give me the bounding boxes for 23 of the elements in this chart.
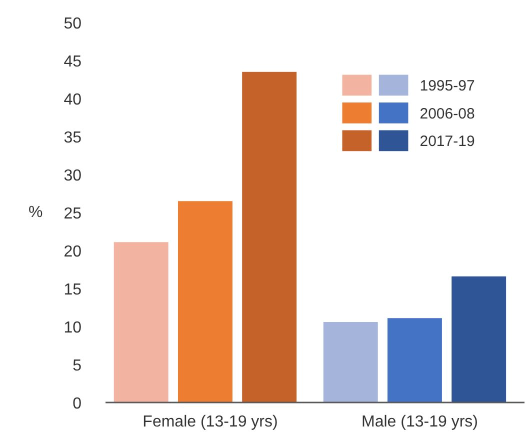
bar (323, 322, 378, 402)
bar (114, 242, 168, 402)
legend-label: 2017-19 (420, 133, 475, 150)
x-tick-label: Male (13-19 yrs) (362, 414, 478, 430)
y-tick-label: 45 (64, 54, 82, 70)
y-axis-title: % (28, 204, 43, 221)
y-tick-label: 35 (64, 130, 82, 146)
x-tick-label: Female (13-19 yrs) (142, 414, 278, 430)
bar (178, 201, 232, 402)
y-tick-label: 5 (72, 358, 82, 374)
legend-label: 1995-97 (420, 78, 475, 95)
y-tick-label: 10 (64, 320, 82, 336)
bar (242, 72, 297, 402)
bar (387, 318, 442, 402)
bar (452, 276, 506, 402)
y-tick-label: 15 (64, 282, 82, 298)
y-tick-label: 0 (72, 396, 82, 412)
y-tick-label: 25 (64, 206, 82, 222)
y-tick-label: 50 (64, 16, 82, 32)
legend-label: 2006-08 (420, 105, 475, 122)
y-tick-label: 30 (64, 168, 82, 184)
y-tick-label: 40 (64, 92, 82, 108)
y-tick-label: 20 (64, 244, 82, 260)
